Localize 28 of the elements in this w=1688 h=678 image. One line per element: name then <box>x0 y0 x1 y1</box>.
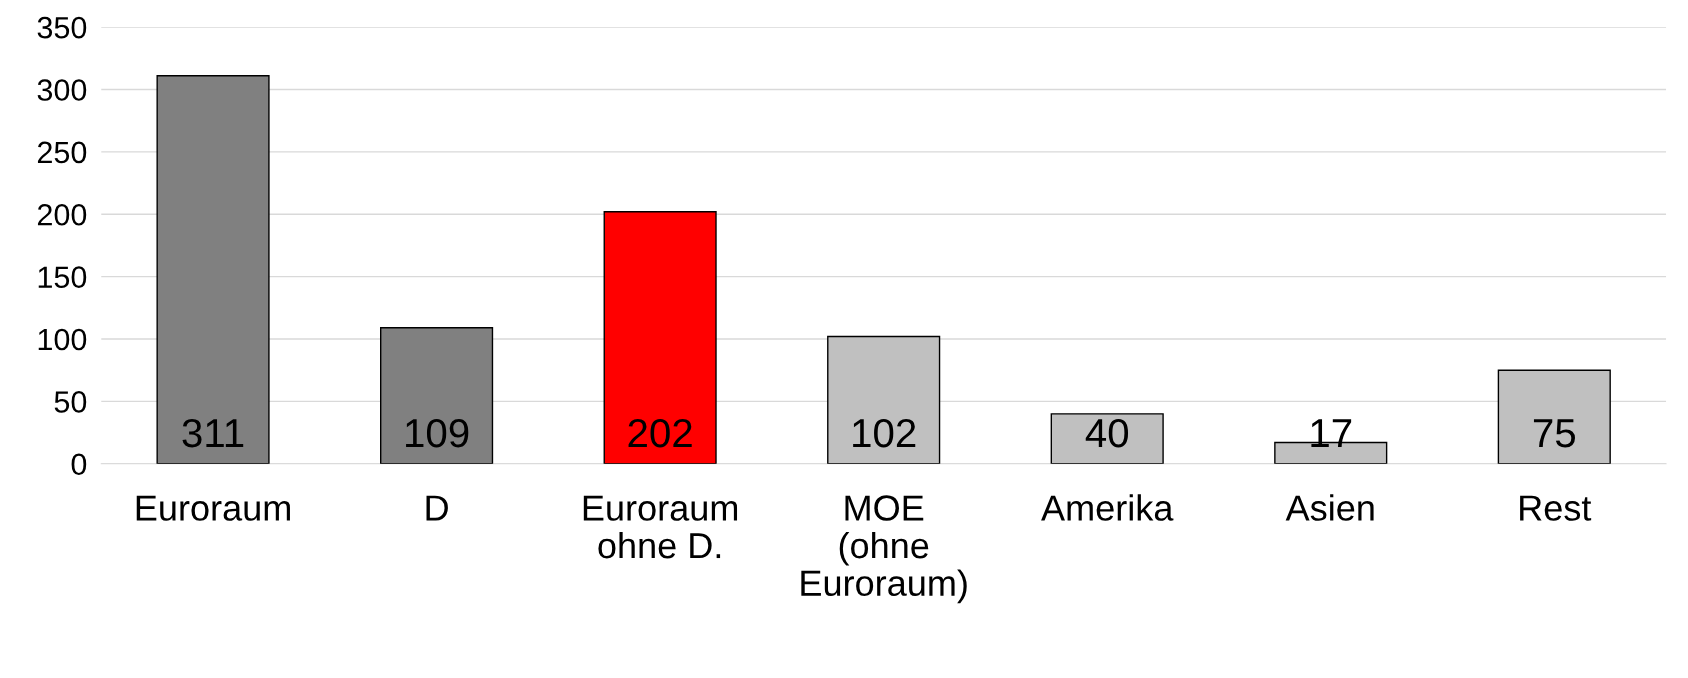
y-tick-label: 150 <box>38 266 87 288</box>
y-tick-label: 50 <box>54 391 87 413</box>
data-label: 40 <box>1085 418 1129 448</box>
x-tick-label: Amerika <box>1041 494 1174 521</box>
data-label: 311 <box>182 418 244 448</box>
bar <box>1050 413 1164 464</box>
x-tick-label: Asien <box>1285 494 1374 521</box>
bar <box>827 335 941 464</box>
x-tick-label: Euroraum <box>136 495 290 521</box>
bar <box>380 327 494 464</box>
y-tick-label: 250 <box>37 141 87 164</box>
y-tick-label: 350 <box>37 16 87 39</box>
x-tick-label: Euroraum ohne D. <box>583 495 738 559</box>
bar <box>603 211 717 464</box>
y-tick-label: 300 <box>37 79 87 101</box>
data-label: 75 <box>1533 419 1575 448</box>
x-tick-label: MOE (ohne Euroraum) <box>801 495 967 604</box>
data-label: 17 <box>1311 419 1352 448</box>
bar <box>156 75 270 464</box>
data-label: 109 <box>406 418 469 448</box>
data-label: 102 <box>853 418 916 448</box>
y-tick-label: 100 <box>38 328 87 351</box>
y-tick-label: 200 <box>37 203 87 226</box>
data-label: 202 <box>628 418 692 448</box>
x-tick-label: Rest <box>1520 495 1592 521</box>
y-tick-label: 0 <box>71 453 87 476</box>
bar <box>1497 369 1611 464</box>
x-tick-label: D <box>426 495 448 521</box>
